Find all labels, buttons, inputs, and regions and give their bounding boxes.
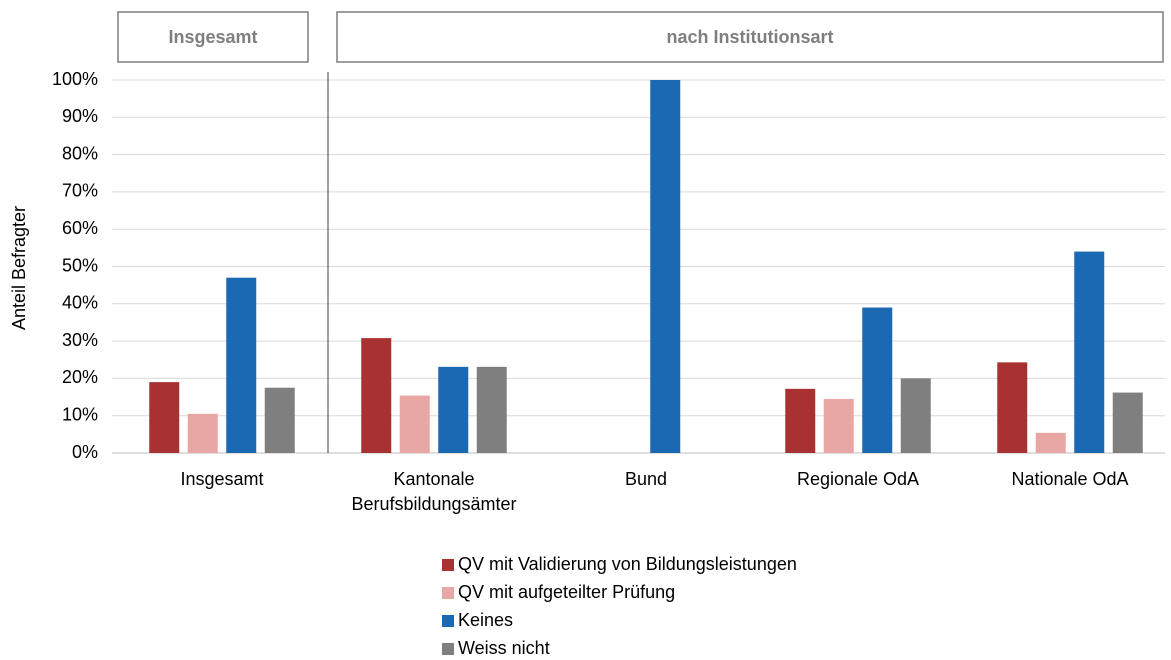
legend-label: Weiss nicht xyxy=(458,638,550,658)
y-tick-label: 70% xyxy=(62,181,98,201)
legend-label: QV mit Validierung von Bildungsleistunge… xyxy=(458,554,797,574)
bar xyxy=(1035,432,1066,453)
y-tick-label: 80% xyxy=(62,143,98,163)
grid xyxy=(112,79,1165,454)
bar xyxy=(149,382,180,453)
bar xyxy=(650,80,681,453)
panel-label: Insgesamt xyxy=(168,27,257,47)
y-tick-label: 20% xyxy=(62,367,98,387)
panel-box xyxy=(336,11,1164,63)
panel-box xyxy=(117,11,309,63)
bar xyxy=(226,277,257,453)
x-tick-label: Nationale OdA xyxy=(1011,469,1128,489)
legend-swatch xyxy=(442,615,454,627)
x-tick-label: Bund xyxy=(625,469,667,489)
bar xyxy=(438,366,469,453)
y-tick-label: 10% xyxy=(62,404,98,424)
y-tick-label: 0% xyxy=(72,442,98,462)
legend-label: Keines xyxy=(458,610,513,630)
bar xyxy=(900,378,931,453)
y-tick-label: 30% xyxy=(62,330,98,350)
legend-swatch xyxy=(442,643,454,655)
x-tick-label: Regionale OdA xyxy=(797,469,919,489)
x-tick-label: Insgesamt xyxy=(180,469,263,489)
bar xyxy=(361,338,392,453)
bar xyxy=(862,307,893,453)
bar xyxy=(1112,392,1143,453)
legend-swatch xyxy=(442,587,454,599)
bar xyxy=(399,395,430,453)
bar xyxy=(476,366,507,453)
bar xyxy=(785,388,816,453)
y-axis-label: Anteil Befragter xyxy=(9,206,29,330)
bar xyxy=(823,398,854,453)
y-tick-label: 60% xyxy=(62,218,98,238)
legend-label: QV mit aufgeteilter Prüfung xyxy=(458,582,675,602)
y-tick-label: 90% xyxy=(62,106,98,126)
y-tick-label: 50% xyxy=(62,255,98,275)
bar xyxy=(997,362,1028,453)
panel-label: nach Institutionsart xyxy=(666,27,833,47)
bar xyxy=(264,387,295,453)
x-tick-label: Kantonale Berufsbildungsämter xyxy=(351,469,516,514)
bar xyxy=(187,413,218,453)
bar xyxy=(1074,251,1105,453)
y-tick-label: 40% xyxy=(62,293,98,313)
y-tick-label: 100% xyxy=(52,69,98,89)
legend-swatch xyxy=(442,559,454,571)
